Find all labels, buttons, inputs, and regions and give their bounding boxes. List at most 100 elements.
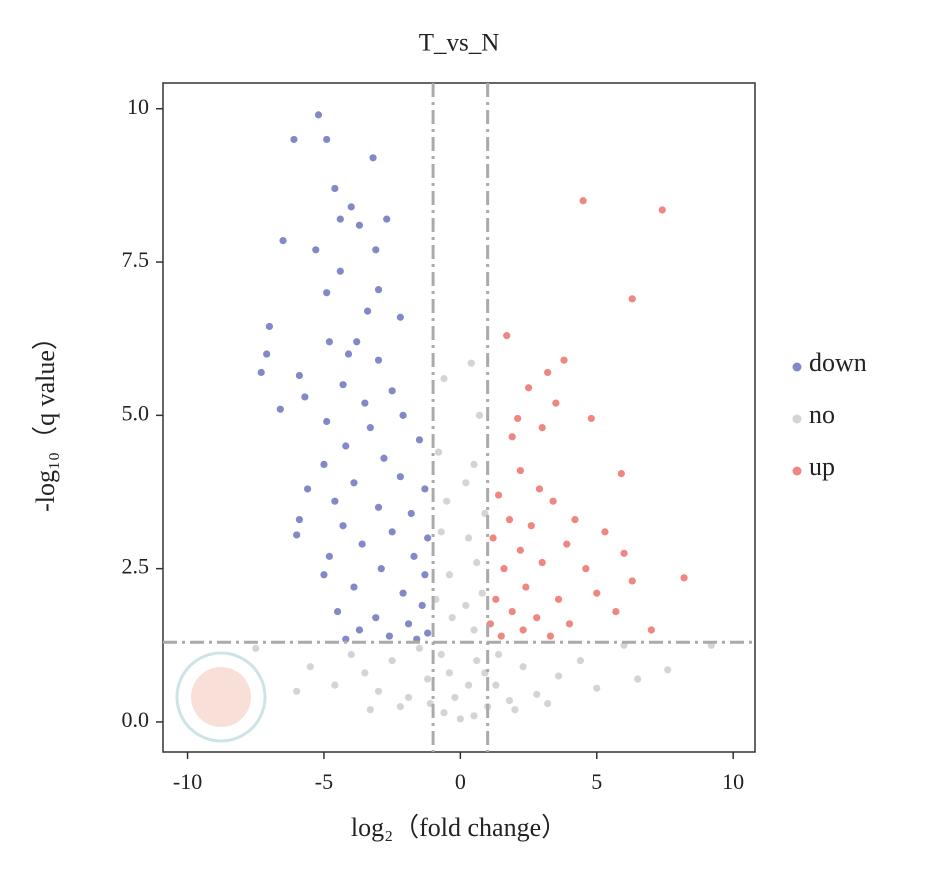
point [500, 565, 508, 573]
point [331, 497, 339, 505]
point [257, 368, 265, 377]
point [593, 589, 601, 597]
point [552, 399, 560, 407]
point [494, 491, 503, 499]
point [508, 433, 516, 441]
legend-marker [792, 362, 802, 372]
point [361, 399, 369, 407]
point [505, 515, 514, 524]
point [399, 411, 407, 419]
legend-marker [792, 414, 802, 424]
point [339, 381, 347, 389]
point [421, 485, 429, 493]
point [263, 350, 271, 358]
point [374, 687, 383, 695]
point [366, 424, 374, 432]
point [519, 663, 527, 671]
legend-marker [792, 466, 802, 476]
point [571, 515, 579, 524]
point [522, 583, 530, 591]
x-tick-label: 10 [722, 769, 744, 794]
point [593, 684, 601, 692]
point [538, 558, 546, 567]
point [306, 663, 314, 671]
point [399, 589, 407, 597]
point [519, 626, 527, 634]
point [320, 571, 328, 579]
point [303, 485, 312, 493]
point [658, 206, 666, 214]
point [350, 479, 358, 487]
point [664, 666, 672, 674]
point [325, 338, 334, 346]
point [437, 650, 445, 659]
point [497, 632, 505, 640]
point [342, 635, 350, 643]
point [462, 601, 470, 610]
point [448, 614, 456, 622]
point [494, 650, 503, 659]
point [410, 552, 418, 560]
point [396, 703, 404, 711]
point [478, 589, 486, 597]
point [544, 699, 552, 708]
point [369, 154, 377, 162]
point [579, 197, 587, 205]
point [339, 522, 347, 530]
point [320, 460, 328, 469]
point [415, 436, 424, 444]
point [563, 540, 571, 548]
point [290, 135, 298, 144]
point [470, 460, 478, 469]
legend-label: no [809, 400, 835, 429]
point [374, 286, 383, 294]
point [582, 565, 590, 573]
point [492, 681, 500, 689]
plot-frame [162, 82, 756, 753]
point [538, 424, 546, 432]
point [323, 289, 331, 297]
point [347, 203, 355, 211]
point [372, 614, 380, 622]
point [342, 442, 350, 450]
point [533, 690, 541, 698]
point [333, 607, 342, 616]
y-tick-label: 10 [127, 94, 149, 119]
point [451, 693, 459, 702]
x-tick-label: 0 [455, 769, 466, 794]
point [424, 534, 432, 542]
point [421, 571, 429, 579]
point [440, 709, 448, 717]
point [516, 466, 524, 475]
point [601, 528, 609, 536]
point [350, 583, 358, 591]
point [424, 629, 432, 637]
x-tick-label: 5 [591, 769, 602, 794]
point [404, 620, 413, 628]
y-tick-label: 2.5 [122, 554, 150, 579]
point [252, 644, 260, 652]
point [680, 574, 688, 582]
point [295, 515, 304, 524]
point [366, 706, 374, 714]
point [434, 448, 443, 456]
point [361, 669, 369, 677]
point [546, 632, 554, 640]
point [544, 368, 552, 377]
point [358, 540, 366, 548]
point [628, 577, 636, 585]
y-tick-label: 0.0 [122, 707, 150, 732]
point [347, 650, 355, 659]
point [554, 672, 563, 680]
point [377, 565, 385, 573]
watermark [175, 651, 267, 743]
point [505, 696, 514, 705]
y-tick-label: 7.5 [122, 247, 150, 272]
point [443, 497, 451, 505]
point [265, 322, 273, 331]
point [331, 184, 339, 193]
x-tick-label: -5 [315, 769, 333, 794]
point [385, 632, 394, 640]
point [456, 715, 464, 723]
